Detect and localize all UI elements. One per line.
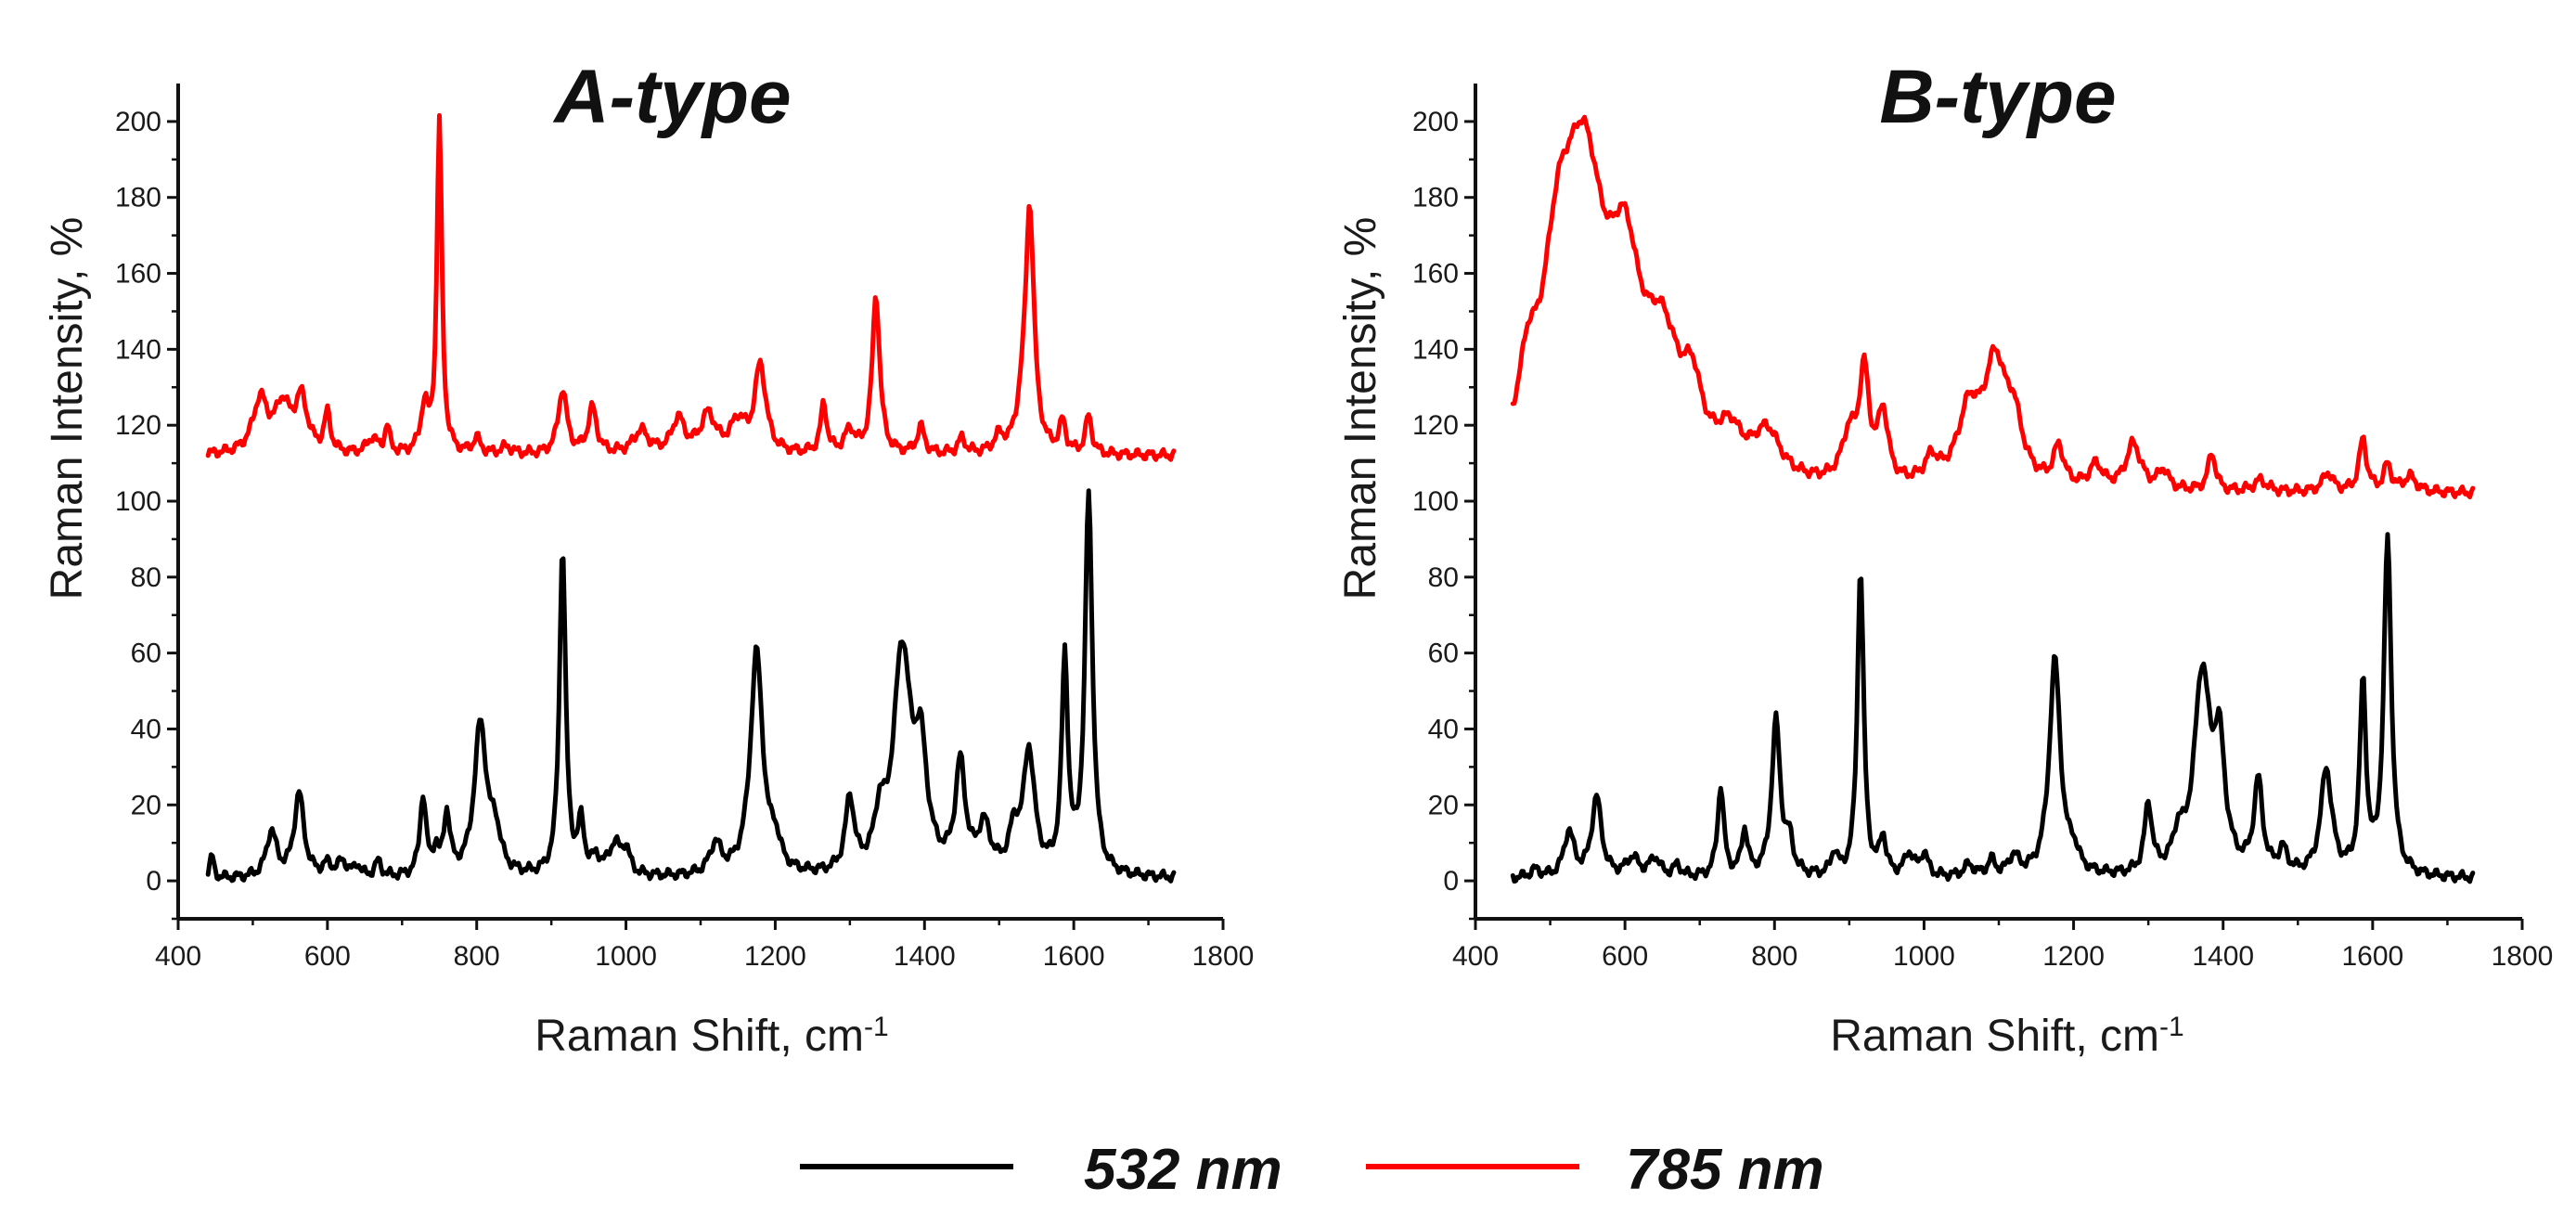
panel-a-x-tick-label: 1200	[744, 941, 806, 972]
panel-a-y-tick-label: 100	[115, 486, 161, 517]
panel-b-x-tick-label: 1400	[2192, 941, 2254, 972]
panel-b-y-tick-label: 20	[1428, 790, 1459, 820]
panel-b-y-tick-label: 0	[1443, 866, 1459, 897]
panel-b-x-tick-label: 1800	[2492, 941, 2554, 972]
panel-b-x-tick-label: 1600	[2341, 941, 2403, 972]
panel-b-series-785-nm	[1510, 114, 2476, 499]
panel-a: 0 20 40 60 80 100 120 140 160 180 200 400 600 800 1000…	[43, 55, 1254, 1061]
panel-a-y-tick-label: 140	[115, 334, 161, 365]
panel-a-x-axis-title: Raman Shift, cm-1	[535, 1012, 888, 1062]
panel-a-y-tick-label: 180	[115, 183, 161, 213]
panel-b-y-tick-label: 200	[1412, 107, 1459, 137]
legend-label-785: 785 nm	[1626, 1138, 1824, 1202]
panel-a-y-tick-label: 200	[115, 107, 161, 137]
panel-b-y-tick-label: 40	[1428, 714, 1459, 744]
panel-b-y-tick-label: 160	[1412, 259, 1459, 290]
panel-a-axes: 0 20 40 60 80 100 120 140 160 180 200 400 600 800 1000…	[115, 84, 1254, 972]
panel-b-y-tick-label: 180	[1412, 183, 1459, 213]
panel-b-x-tick-label: 1200	[2042, 941, 2105, 972]
panel-a-y-tick-label: 160	[115, 259, 161, 290]
panel-b-x-tick-label: 400	[1452, 941, 1499, 972]
panel-b-y-tick-label: 100	[1412, 486, 1459, 517]
panel-b-x-tick-label: 800	[1751, 941, 1797, 972]
panel-b-series-532-nm	[1510, 532, 2476, 884]
panel-a-y-tick-label: 120	[115, 410, 161, 441]
legend-label-532: 532 nm	[1084, 1138, 1282, 1202]
panel-a-x-axis-title-sup: -1	[864, 1012, 889, 1042]
panel-a-x-tick-label: 1800	[1192, 941, 1255, 972]
panel-a-x-tick-label: 600	[304, 941, 351, 972]
panel-a-x-tick-label: 800	[454, 941, 500, 972]
panel-b-y-axis-title: Raman Intensity, %	[1336, 217, 1385, 600]
panel-b-y-tick-label: 80	[1428, 562, 1459, 593]
panel-a-x-tick-label: 1600	[1043, 941, 1105, 972]
panel-a-y-tick-label: 20	[131, 790, 161, 820]
panel-a-y-axis-title: Raman Intensity, %	[43, 217, 92, 600]
panel-a-x-axis-title-text: Raman Shift, cm	[535, 1012, 864, 1061]
panel-b-x-axis-title-sup: -1	[2159, 1012, 2184, 1042]
panel-b-x-tick-label: 600	[1602, 941, 1648, 972]
panel-a-x-tick-label: 1400	[894, 941, 956, 972]
panel-b-y-tick-label: 60	[1428, 639, 1459, 669]
panel-a-series-532-nm	[205, 488, 1177, 884]
panel-a-x-tick-label: 1000	[595, 941, 657, 972]
panel-a-series	[205, 112, 1177, 884]
panel-b-x-axis-title: Raman Shift, cm-1	[1830, 1012, 2183, 1062]
panel-a-y-tick-label: 60	[131, 639, 161, 669]
panel-a-title: A-type	[552, 55, 791, 139]
panel-b-series	[1510, 114, 2476, 884]
panel-b: 0 20 40 60 80 100 120 140 160 180 200 400 600 800 1000…	[1336, 55, 2553, 1061]
panel-a-series-785-nm	[205, 112, 1177, 462]
panel-a-y-tick-label: 80	[131, 562, 161, 593]
panel-a-y-tick-label: 0	[146, 866, 161, 897]
panel-a-y-tick-label: 40	[131, 714, 161, 744]
panel-b-title: B-type	[1879, 55, 2116, 139]
panel-b-axes: 0 20 40 60 80 100 120 140 160 180 200 400 600 800 1000…	[1412, 84, 2553, 972]
panel-b-x-axis-title-text: Raman Shift, cm	[1830, 1012, 2159, 1061]
panel-b-y-tick-label: 140	[1412, 334, 1459, 365]
panel-b-y-tick-label: 120	[1412, 410, 1459, 441]
panel-b-x-tick-label: 1000	[1893, 941, 1955, 972]
panel-a-x-tick-label: 400	[155, 941, 201, 972]
legend: 532 nm 785 nm	[800, 1138, 1824, 1202]
